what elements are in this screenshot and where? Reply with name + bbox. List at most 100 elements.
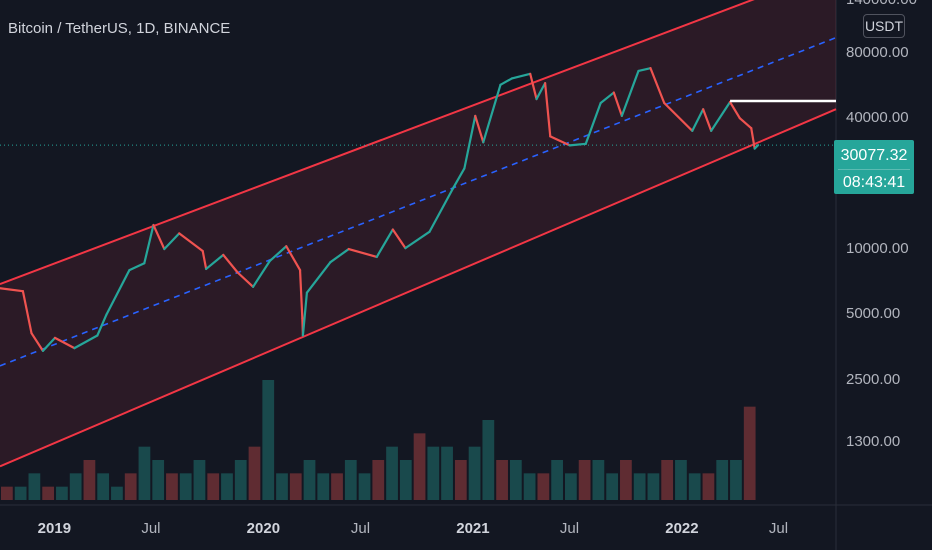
price-segment [529, 72, 538, 101]
price-segment [53, 336, 76, 350]
tag-divider [838, 169, 910, 170]
volume-bar [688, 473, 701, 500]
volume-bar [661, 460, 674, 500]
price-segment [329, 247, 350, 264]
volume-bar [221, 473, 233, 500]
volume-bar [317, 473, 330, 500]
volume-bar [633, 473, 646, 500]
volume-bar [496, 460, 508, 500]
volume-bar [138, 446, 151, 500]
price-segment [105, 269, 131, 316]
price-segment [463, 114, 477, 170]
price-segment [649, 67, 666, 105]
price-segment [391, 228, 407, 250]
volume-bar [482, 420, 495, 500]
volume-bar [468, 446, 481, 500]
volume-bar [207, 473, 220, 500]
price-segment [620, 69, 640, 117]
price-segment [347, 247, 378, 259]
volume-bar [523, 473, 536, 500]
time-axis-label: Jul [768, 520, 789, 537]
price-segment [663, 101, 694, 132]
price-segment [201, 249, 208, 271]
price-segment [305, 261, 332, 294]
time-axis-label: 2021 [456, 520, 490, 537]
price-axis-label: 1300.00 [846, 432, 901, 450]
price-segment [285, 245, 302, 272]
volume-bar [578, 460, 591, 500]
volume-bar [537, 473, 550, 500]
price-segment [612, 91, 623, 117]
volume-bar [331, 473, 343, 500]
volume-bar [647, 473, 660, 500]
price-segment [451, 167, 466, 190]
price-segment [30, 332, 45, 352]
volume-bar [111, 486, 123, 500]
volume-bar [564, 473, 577, 500]
volume-bar [248, 446, 261, 500]
channel-fill [0, 0, 836, 467]
price-segment [404, 230, 431, 250]
price-segment [143, 223, 155, 265]
time-axis-label: 2019 [37, 520, 72, 537]
volume-bar [28, 473, 41, 500]
volume-bar [344, 460, 357, 500]
volume-bar [1, 486, 13, 500]
volume-bar [262, 380, 275, 500]
price-axis-label: 80000.00 [846, 43, 909, 61]
volume-bar [234, 460, 247, 500]
volume-bar [69, 473, 82, 500]
price-axis-label: 5000.00 [846, 305, 901, 323]
volume-bar [193, 460, 206, 500]
price-segment [738, 117, 753, 130]
volume-bar [152, 460, 165, 500]
price-segment [41, 336, 57, 352]
price-axis-label: 40000.00 [846, 109, 909, 127]
volume-bar [166, 473, 178, 500]
price-series [0, 67, 760, 352]
price-segment [236, 271, 255, 288]
price-segment [268, 245, 288, 263]
price-segment [728, 100, 741, 120]
price-segment [750, 127, 756, 150]
volume-bar [42, 486, 55, 500]
volume-bar [179, 473, 192, 500]
volume-bar [592, 460, 605, 500]
price-segment [251, 260, 271, 288]
volume-bar [83, 460, 96, 500]
price-segment [128, 262, 146, 272]
volume-bar [413, 433, 426, 500]
volume-bar [743, 406, 756, 500]
volume-bar [730, 460, 742, 500]
price-segment [205, 253, 225, 271]
price-segment [474, 114, 485, 144]
price-segment [482, 83, 502, 144]
price-segment [428, 187, 455, 233]
volume-bar [551, 460, 563, 500]
candle-countdown: 08:43:41 [842, 174, 906, 191]
currency-badge[interactable]: USDT [863, 14, 905, 38]
price-axis-label: 10000.00 [846, 240, 909, 258]
volume-bar [56, 486, 68, 500]
volume-bar [14, 486, 27, 500]
price-segment [710, 100, 732, 132]
price-segment [73, 334, 99, 350]
volume-bar [372, 460, 385, 500]
time-axis-label: Jul [559, 520, 580, 537]
last-price-value: 30077.32 [840, 147, 908, 164]
volume-bar [358, 473, 371, 500]
channel-midline [0, 36, 837, 367]
price-segment [753, 144, 760, 150]
price-segment [510, 72, 532, 80]
price-axis-label: 2500.00 [846, 370, 901, 388]
price-segment [0, 287, 25, 293]
price-segment [499, 77, 514, 86]
volume-bar [303, 460, 316, 500]
time-axis-label: Jul [350, 520, 371, 537]
price-segment [691, 108, 705, 132]
volume-bar [675, 460, 687, 500]
price-segment [21, 290, 33, 335]
volume-bar [97, 473, 110, 500]
volume-bar [399, 460, 412, 500]
